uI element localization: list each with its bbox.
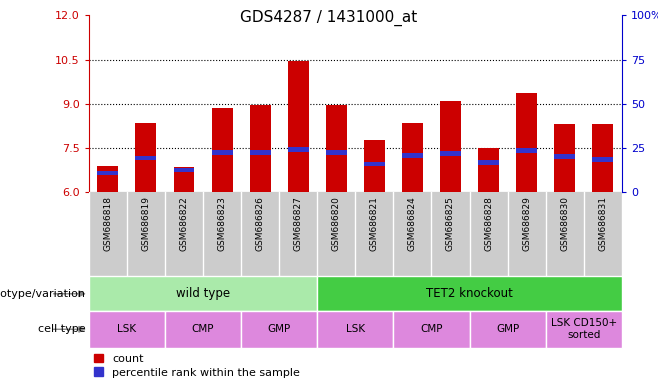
Bar bbox=[440, 151, 461, 156]
Bar bbox=[440, 101, 461, 192]
Bar bbox=[136, 156, 157, 161]
Text: GSM686829: GSM686829 bbox=[522, 196, 531, 251]
Bar bbox=[393, 311, 470, 348]
Text: cell type: cell type bbox=[38, 324, 86, 334]
Text: GSM686821: GSM686821 bbox=[370, 196, 379, 251]
Bar bbox=[592, 124, 613, 192]
Text: GSM686828: GSM686828 bbox=[484, 196, 493, 251]
Legend: count, percentile rank within the sample: count, percentile rank within the sample bbox=[94, 354, 300, 377]
Text: wild type: wild type bbox=[176, 287, 230, 300]
Text: GSM686820: GSM686820 bbox=[332, 196, 341, 251]
Bar bbox=[89, 311, 165, 348]
Text: GSM686819: GSM686819 bbox=[141, 196, 151, 251]
Text: GSM686823: GSM686823 bbox=[218, 196, 226, 251]
Text: GMP: GMP bbox=[268, 324, 291, 334]
Text: CMP: CMP bbox=[191, 324, 215, 334]
Bar bbox=[554, 154, 575, 159]
Text: GSM686827: GSM686827 bbox=[293, 196, 303, 251]
Text: GSM686830: GSM686830 bbox=[560, 196, 569, 251]
Bar bbox=[402, 153, 423, 157]
Text: GSM686831: GSM686831 bbox=[598, 196, 607, 251]
Text: LSK: LSK bbox=[345, 324, 365, 334]
Text: TET2 knockout: TET2 knockout bbox=[426, 287, 513, 300]
Bar bbox=[402, 123, 423, 192]
Bar bbox=[470, 311, 545, 348]
Bar bbox=[326, 150, 347, 155]
Bar bbox=[212, 150, 232, 155]
Bar bbox=[89, 276, 317, 311]
Bar bbox=[241, 311, 317, 348]
Bar bbox=[516, 149, 537, 153]
Text: GSM686824: GSM686824 bbox=[408, 196, 417, 251]
Bar bbox=[174, 167, 195, 192]
Text: GMP: GMP bbox=[496, 324, 519, 334]
Text: GSM686825: GSM686825 bbox=[446, 196, 455, 251]
Bar bbox=[136, 123, 157, 192]
Bar bbox=[174, 167, 195, 172]
Bar bbox=[97, 170, 118, 175]
Bar bbox=[288, 147, 309, 152]
Text: CMP: CMP bbox=[420, 324, 443, 334]
Text: GSM686822: GSM686822 bbox=[180, 196, 188, 251]
Text: GSM686826: GSM686826 bbox=[256, 196, 265, 251]
Bar bbox=[554, 124, 575, 192]
Bar bbox=[326, 105, 347, 192]
Bar bbox=[288, 61, 309, 192]
Bar bbox=[249, 105, 270, 192]
Text: LSK: LSK bbox=[117, 324, 136, 334]
Bar bbox=[478, 160, 499, 165]
Bar bbox=[317, 276, 622, 311]
Bar bbox=[97, 166, 118, 192]
Bar bbox=[364, 141, 385, 192]
Bar bbox=[478, 148, 499, 192]
Bar bbox=[212, 108, 232, 192]
Text: genotype/variation: genotype/variation bbox=[0, 289, 86, 299]
Bar bbox=[364, 162, 385, 166]
Bar bbox=[516, 93, 537, 192]
Bar bbox=[249, 150, 270, 155]
Text: GSM686818: GSM686818 bbox=[103, 196, 113, 251]
Text: LSK CD150+
sorted: LSK CD150+ sorted bbox=[551, 318, 617, 340]
Bar bbox=[317, 311, 393, 348]
Bar bbox=[592, 157, 613, 162]
Bar bbox=[545, 311, 622, 348]
Bar bbox=[165, 311, 241, 348]
Text: GDS4287 / 1431000_at: GDS4287 / 1431000_at bbox=[240, 10, 418, 26]
